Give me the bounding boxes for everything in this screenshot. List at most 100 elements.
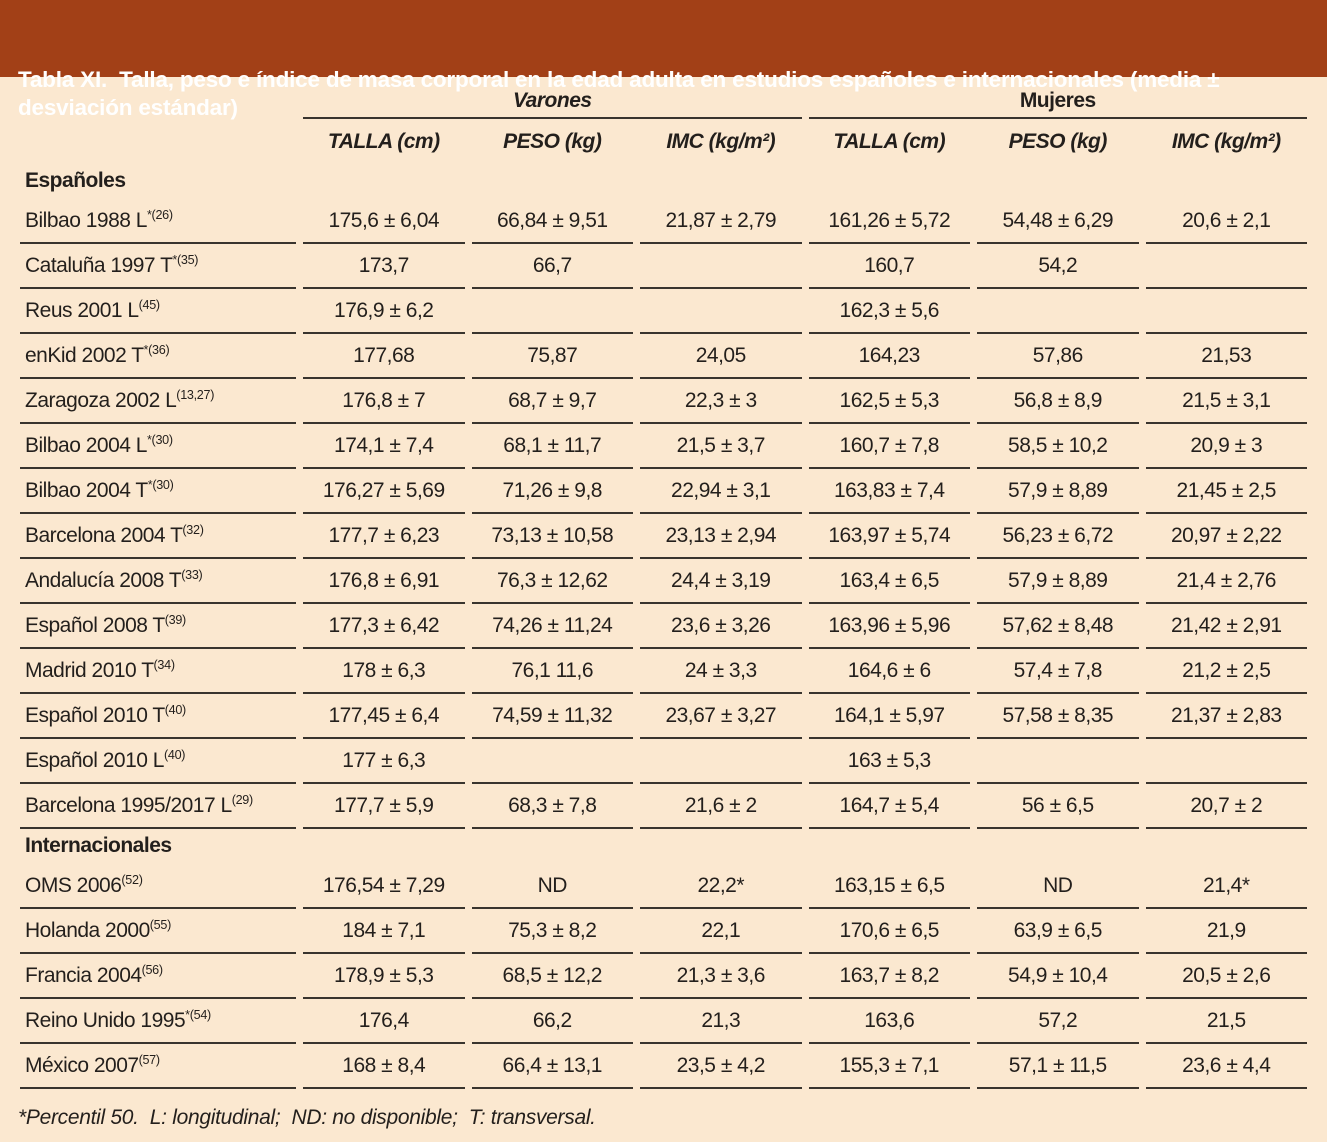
value-cell: 177,3 ± 6,42 bbox=[303, 604, 465, 649]
value-cell: 21,5 bbox=[1145, 999, 1307, 1044]
value-cell: 66,7 bbox=[471, 244, 633, 289]
value-cell: 21,5 ± 3,7 bbox=[640, 424, 802, 469]
value-cell: 57,1 ± 11,5 bbox=[977, 1044, 1139, 1089]
study-name: Andalucía 2008 T bbox=[25, 569, 182, 592]
value-cell: 21,6 ± 2 bbox=[640, 784, 802, 829]
value-cell: 21,53 bbox=[1145, 334, 1307, 379]
value-cell: 57,2 bbox=[977, 999, 1139, 1044]
table-row: Español 2010 T(40) 177,45 ± 6,4 74,59 ± 11… bbox=[20, 694, 1307, 739]
value-cell: 21,87 ± 2,79 bbox=[640, 199, 802, 244]
table-row: Reus 2001 L(45) 176,9 ± 6,2 162,3 ± 5,6 bbox=[20, 289, 1307, 334]
study-name: enKid 2002 T bbox=[25, 344, 144, 367]
column-header-peso-mujeres: PESO (kg) bbox=[1008, 129, 1108, 153]
study-name: Español 2010 L bbox=[25, 749, 164, 772]
value-cell: 163,7 ± 8,2 bbox=[808, 954, 970, 999]
value-cell: 23,6 ± 4,4 bbox=[1145, 1044, 1307, 1089]
study-name: Madrid 2010 T bbox=[25, 659, 154, 682]
study-name-cell: Español 2008 T(39) bbox=[20, 604, 296, 649]
study-name-cell: Andalucía 2008 T(33) bbox=[20, 559, 296, 604]
reference-superscript: (40) bbox=[164, 703, 187, 717]
study-name: Reus 2001 L bbox=[25, 299, 139, 322]
study-name-cell: Español 2010 L(40) bbox=[20, 739, 296, 784]
value-cell: 57,9 ± 8,89 bbox=[977, 469, 1139, 514]
value-cell: 184 ± 7,1 bbox=[303, 909, 465, 954]
value-cell: 170,6 ± 6,5 bbox=[808, 909, 970, 954]
section-label: Internacionales bbox=[25, 834, 172, 857]
value-cell: 54,2 bbox=[977, 244, 1139, 289]
study-name: Holanda 2000 bbox=[25, 919, 150, 942]
value-cell: 54,9 ± 10,4 bbox=[977, 954, 1139, 999]
value-cell: 76,3 ± 12,62 bbox=[471, 559, 633, 604]
value-cell: 163 ± 5,3 bbox=[808, 739, 970, 784]
value-cell: 21,42 ± 2,91 bbox=[1145, 604, 1307, 649]
value-cell: 56,23 ± 6,72 bbox=[977, 514, 1139, 559]
value-cell: 160,7 ± 7,8 bbox=[808, 424, 970, 469]
value-cell: 74,26 ± 11,24 bbox=[471, 604, 633, 649]
study-name-cell: Reino Unido 1995*(54) bbox=[20, 999, 296, 1044]
value-cell: 162,5 ± 5,3 bbox=[808, 379, 970, 424]
value-cell: 164,6 ± 6 bbox=[808, 649, 970, 694]
table-row: Barcelona 2004 T(32) 177,7 ± 6,23 73,13 ± … bbox=[20, 514, 1307, 559]
value-cell: 163,97 ± 5,74 bbox=[808, 514, 970, 559]
study-name-cell: Bilbao 2004 L*(30) bbox=[20, 424, 296, 469]
value-cell: 20,5 ± 2,6 bbox=[1145, 954, 1307, 999]
table-row: Cataluña 1997 T*(35) 173,7 66,7 160,7 54,2 bbox=[20, 244, 1307, 289]
value-cell: 75,87 bbox=[471, 334, 633, 379]
value-cell: 58,5 ± 10,2 bbox=[977, 424, 1139, 469]
value-cell: 176,54 ± 7,29 bbox=[303, 864, 465, 909]
reference-superscript: (52) bbox=[121, 873, 143, 887]
value-cell: 56 ± 6,5 bbox=[977, 784, 1139, 829]
table-row: OMS 2006(52) 176,54 ± 7,29 ND 22,2* 163,15 ±… bbox=[20, 864, 1307, 909]
section-header-row: Internacionales bbox=[20, 829, 1307, 864]
study-name: OMS 2006 bbox=[25, 874, 122, 897]
value-cell: 20,7 ± 2 bbox=[1145, 784, 1307, 829]
value-cell: 24,4 ± 3,19 bbox=[640, 559, 802, 604]
value-cell: 24,05 bbox=[640, 334, 802, 379]
value-cell: 20,6 ± 2,1 bbox=[1145, 199, 1307, 244]
table-row: Bilbao 1988 L*(26) 175,6 ± 6,04 66,84 ± 9,… bbox=[20, 199, 1307, 244]
value-cell: 54,48 ± 6,29 bbox=[977, 199, 1139, 244]
reference-superscript: *(36) bbox=[143, 343, 170, 357]
value-cell: 21,3 ± 3,6 bbox=[640, 954, 802, 999]
reference-superscript: *(30) bbox=[146, 433, 173, 447]
study-name: Reino Unido 1995 bbox=[25, 1009, 186, 1032]
value-cell bbox=[977, 739, 1139, 784]
value-cell: 155,3 ± 7,1 bbox=[808, 1044, 970, 1089]
value-cell: 178 ± 6,3 bbox=[303, 649, 465, 694]
value-cell: 73,13 ± 10,58 bbox=[471, 514, 633, 559]
value-cell: 162,3 ± 5,6 bbox=[808, 289, 970, 334]
value-cell: 66,4 ± 13,1 bbox=[471, 1044, 633, 1089]
reference-superscript: (57) bbox=[138, 1053, 161, 1067]
value-cell bbox=[640, 739, 802, 784]
reference-superscript: (40) bbox=[163, 748, 186, 762]
study-name-cell: Bilbao 2004 T*(30) bbox=[20, 469, 296, 514]
study-name: Bilbao 2004 L bbox=[25, 434, 147, 457]
value-cell: 23,13 ± 2,94 bbox=[640, 514, 802, 559]
group-header-mujeres: Mujeres bbox=[808, 86, 1307, 119]
value-cell: 164,1 ± 5,97 bbox=[808, 694, 970, 739]
study-name: Español 2010 T bbox=[25, 704, 165, 727]
study-name: México 2007 bbox=[25, 1054, 139, 1077]
study-name-cell: Reus 2001 L(45) bbox=[20, 289, 296, 334]
study-name-cell: Holanda 2000(55) bbox=[20, 909, 296, 954]
study-name-cell: Madrid 2010 T(34) bbox=[20, 649, 296, 694]
value-cell: 164,7 ± 5,4 bbox=[808, 784, 970, 829]
table-row: Español 2008 T(39) 177,3 ± 6,42 74,26 ± 11… bbox=[20, 604, 1307, 649]
value-cell: 56,8 ± 8,9 bbox=[977, 379, 1139, 424]
table-row: enKid 2002 T*(36) 177,68 75,87 24,05 164,23 5… bbox=[20, 334, 1307, 379]
reference-superscript: (56) bbox=[141, 963, 164, 977]
reference-superscript: *(26) bbox=[146, 208, 173, 222]
value-cell: 57,9 ± 8,89 bbox=[977, 559, 1139, 604]
value-cell: 173,7 bbox=[303, 244, 465, 289]
table-title-banner: Tabla XI. Talla, peso e índice de masa c… bbox=[0, 0, 1327, 120]
value-cell bbox=[1145, 739, 1307, 784]
value-cell: 22,1 bbox=[640, 909, 802, 954]
value-cell: 174,1 ± 7,4 bbox=[303, 424, 465, 469]
value-cell: 21,4 ± 2,76 bbox=[1145, 559, 1307, 604]
study-name: Barcelona 1995/2017 L bbox=[25, 794, 232, 817]
value-cell: 68,5 ± 12,2 bbox=[471, 954, 633, 999]
value-cell: 168 ± 8,4 bbox=[303, 1044, 465, 1089]
study-name: Barcelona 2004 T bbox=[25, 524, 183, 547]
value-cell: 176,9 ± 6,2 bbox=[303, 289, 465, 334]
column-header-talla-varones: TALLA (cm) bbox=[327, 129, 440, 153]
